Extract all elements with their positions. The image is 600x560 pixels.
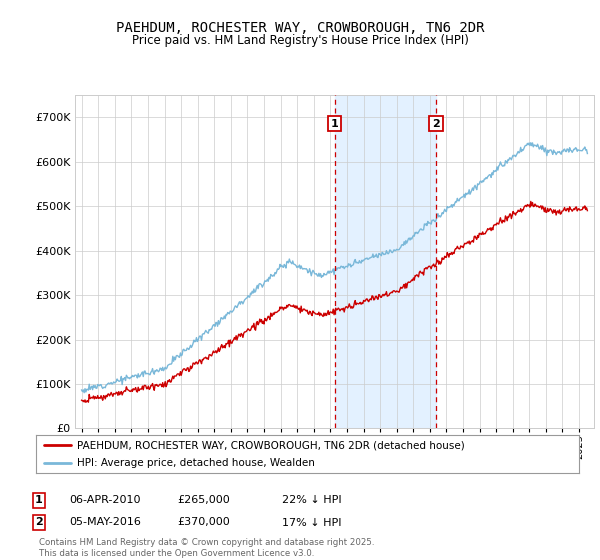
Text: 1: 1: [35, 495, 43, 505]
Bar: [335, 95, 436, 428]
Text: 22% ↓ HPI: 22% ↓ HPI: [282, 495, 341, 505]
Text: £265,000: £265,000: [177, 495, 230, 505]
Text: PAEHDUM, ROCHESTER WAY, CROWBOROUGH, TN6 2DR: PAEHDUM, ROCHESTER WAY, CROWBOROUGH, TN6…: [116, 21, 484, 35]
Text: £370,000: £370,000: [177, 517, 230, 528]
Text: Contains HM Land Registry data © Crown copyright and database right 2025.
This d: Contains HM Land Registry data © Crown c…: [39, 538, 374, 558]
Text: Price paid vs. HM Land Registry's House Price Index (HPI): Price paid vs. HM Land Registry's House …: [131, 34, 469, 46]
Text: 2: 2: [432, 119, 440, 129]
Text: 06-APR-2010: 06-APR-2010: [69, 495, 140, 505]
Text: 2: 2: [35, 517, 43, 528]
Text: PAEHDUM, ROCHESTER WAY, CROWBOROUGH, TN6 2DR (detached house): PAEHDUM, ROCHESTER WAY, CROWBOROUGH, TN6…: [77, 440, 464, 450]
Text: 1: 1: [331, 119, 339, 129]
Text: 05-MAY-2016: 05-MAY-2016: [69, 517, 141, 528]
Text: 17% ↓ HPI: 17% ↓ HPI: [282, 517, 341, 528]
Text: HPI: Average price, detached house, Wealden: HPI: Average price, detached house, Weal…: [77, 458, 314, 468]
